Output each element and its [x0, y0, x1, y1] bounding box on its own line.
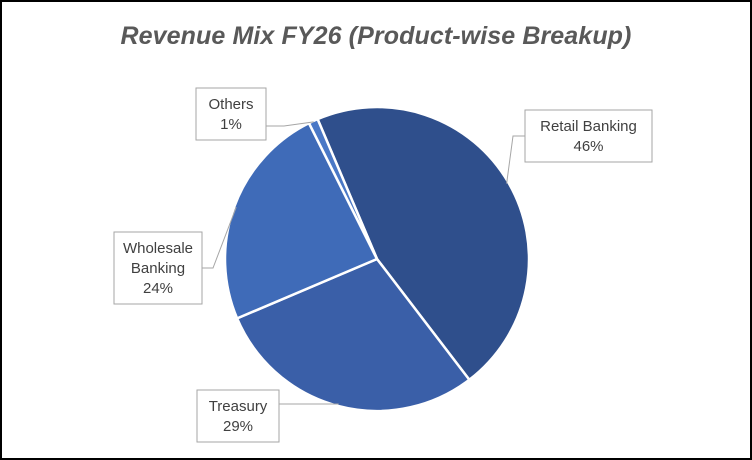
data-label-retail-banking: Retail Banking 46%	[506, 109, 653, 184]
data-label-text: 46%	[573, 138, 603, 155]
data-label-text: Wholesale	[123, 240, 193, 257]
pie-slice-treasury	[235, 257, 471, 413]
data-label-text: 29%	[223, 418, 253, 435]
data-label-text: Retail Banking	[540, 118, 637, 135]
data-label-text: Treasury	[209, 398, 268, 415]
data-label-others: Others 1%	[195, 87, 314, 141]
data-label-text: Banking	[131, 260, 185, 277]
pie-slice-wholesale-banking	[223, 121, 379, 320]
data-label-treasury: Treasury 29%	[196, 389, 339, 443]
data-label-box	[196, 389, 280, 443]
data-label-box	[113, 231, 203, 305]
leader-line	[266, 121, 314, 127]
leader-line	[202, 207, 237, 269]
data-label-text: Others	[208, 96, 253, 113]
pie-slice-others	[307, 117, 379, 261]
data-label-wholesale-banking: Wholesale Banking 24%	[113, 207, 237, 305]
chart-title: Revenue Mix FY26 (Product-wise Breakup)	[120, 22, 632, 50]
data-label-text: 24%	[143, 280, 173, 297]
leader-line	[506, 135, 525, 184]
data-label-box	[524, 109, 653, 163]
data-label-box	[195, 87, 267, 141]
data-label-text: 1%	[220, 116, 242, 133]
pie-slice-retail-banking	[316, 105, 531, 382]
